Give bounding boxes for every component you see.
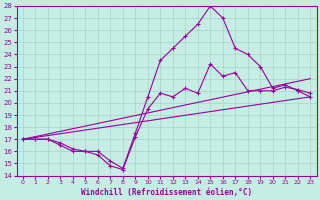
X-axis label: Windchill (Refroidissement éolien,°C): Windchill (Refroidissement éolien,°C) — [81, 188, 252, 197]
